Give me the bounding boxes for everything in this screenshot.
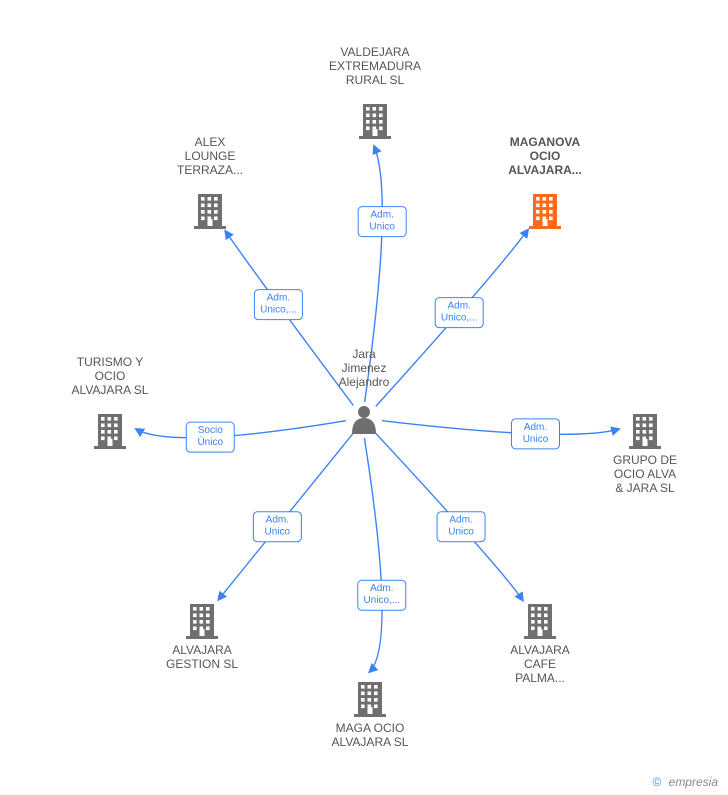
center-node: JaraJimenezAlejandro bbox=[339, 347, 390, 389]
network-diagram: Adm.UnicoAdm.Unico,...Adm.UnicoAdm.Unico… bbox=[0, 0, 728, 795]
edge-label-text: Adm. bbox=[267, 293, 290, 304]
edge-label-text: Adm. bbox=[266, 515, 289, 526]
brand-name: empresia bbox=[669, 775, 718, 789]
edge-label-text: Adm. bbox=[524, 422, 547, 433]
company-label-line: LOUNGE bbox=[185, 149, 236, 163]
footer-credit: © empresia bbox=[652, 775, 718, 789]
edge-label-text: Socio bbox=[198, 425, 223, 436]
company-label-line: VALDEJARA bbox=[340, 45, 409, 59]
company-label-line: OCIO bbox=[95, 369, 126, 383]
edge-label-text: Adm. bbox=[370, 583, 393, 594]
edge-label-text: Unico bbox=[369, 222, 395, 233]
edge-label-text: Unico bbox=[265, 527, 291, 538]
company-label-line: GESTION SL bbox=[166, 657, 238, 671]
company-label-line: ALVAJARA bbox=[510, 643, 570, 657]
edge-label-text: Adm. bbox=[448, 301, 471, 312]
edge-label-text: Unico,... bbox=[441, 313, 478, 324]
company-node bbox=[186, 604, 218, 639]
center-label-line: Jara bbox=[352, 347, 376, 361]
company-node bbox=[529, 194, 561, 229]
edge-labels-layer: Adm.UnicoAdm.Unico,...Adm.UnicoAdm.Unico… bbox=[186, 207, 559, 611]
company-node bbox=[354, 682, 386, 717]
edge-label-text: Adm. bbox=[371, 210, 394, 221]
edge-label-text: Unico,... bbox=[363, 595, 400, 606]
company-label-line: TURISMO Y bbox=[77, 355, 143, 369]
company-node bbox=[524, 604, 556, 639]
company-label-line: EXTREMADURA bbox=[329, 59, 421, 73]
edge bbox=[382, 421, 619, 435]
company-node bbox=[94, 414, 126, 449]
company-label-line: ALVAJARA... bbox=[508, 163, 582, 177]
edge bbox=[364, 438, 382, 672]
company-label-line: ALVAJARA SL bbox=[72, 383, 149, 397]
company-label-line: TERRAZA... bbox=[177, 163, 243, 177]
company-node bbox=[359, 104, 391, 139]
edge-label-text: Unico,... bbox=[260, 305, 297, 316]
edge bbox=[136, 421, 346, 438]
company-label-line: ALEX bbox=[195, 135, 226, 149]
company-label-line: OCIO bbox=[530, 149, 561, 163]
company-label-line: MAGA OCIO bbox=[336, 721, 405, 735]
copyright-symbol: © bbox=[652, 775, 661, 789]
company-label-line: ALVAJARA bbox=[172, 643, 232, 657]
company-label-line: GRUPO DE bbox=[613, 453, 677, 467]
edge-label-text: Unico bbox=[448, 527, 474, 538]
company-label-line: OCIO ALVA bbox=[614, 467, 676, 481]
company-label-line: MAGANOVA bbox=[510, 135, 581, 149]
company-label-line: PALMA... bbox=[515, 671, 565, 685]
center-label-line: Jimenez bbox=[342, 361, 387, 375]
company-label-line: & JARA SL bbox=[615, 481, 675, 495]
company-label-line: CAFE bbox=[524, 657, 556, 671]
edge-label-text: Adm. bbox=[449, 515, 472, 526]
company-node bbox=[194, 194, 226, 229]
company-label-line: RURAL SL bbox=[346, 73, 405, 87]
center-label-line: Alejandro bbox=[339, 375, 390, 389]
company-node bbox=[629, 414, 661, 449]
edge-label-text: Unico bbox=[523, 434, 549, 445]
edge-label-text: Único bbox=[197, 435, 223, 448]
company-label-line: ALVAJARA SL bbox=[332, 735, 409, 749]
